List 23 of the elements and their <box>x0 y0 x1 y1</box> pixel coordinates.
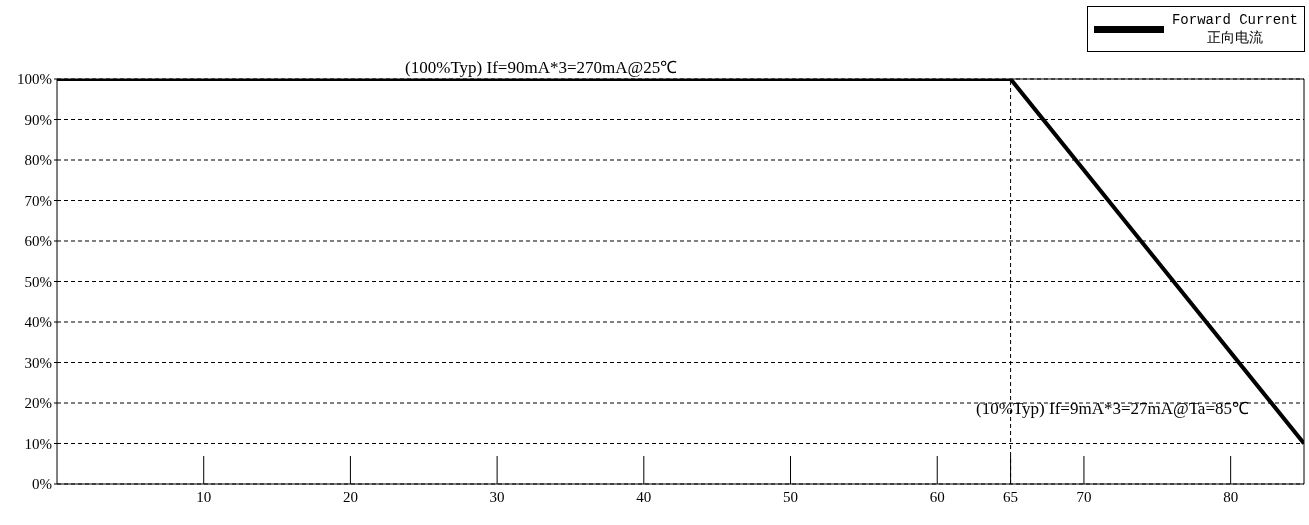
legend-label: Forward Current 正向电流 <box>1171 11 1298 47</box>
x-tick-label: 30 <box>489 489 505 505</box>
x-tick-label: 50 <box>783 489 799 505</box>
y-tick-label: 0% <box>32 476 52 493</box>
y-tick-label: 30% <box>24 354 52 371</box>
y-tick-label: 20% <box>24 395 52 412</box>
y-tick-label: 10% <box>24 435 52 452</box>
annotation: (100%Typ) If=90mA*3=270mA@25℃ <box>405 58 678 77</box>
x-tick-label: 65 <box>1003 489 1019 505</box>
x-tick-label: 70 <box>1076 489 1092 505</box>
x-tick-label: 60 <box>929 489 945 505</box>
y-tick-label: 100% <box>17 71 52 88</box>
y-tick-label: 90% <box>24 111 52 128</box>
y-tick-label: 70% <box>24 192 52 209</box>
annotation: (10%Typ) If=9mA*3=27mA@Ta=85℃ <box>976 396 1249 419</box>
x-tick-label: 20 <box>342 489 358 505</box>
x-tick-label: 80 <box>1223 489 1239 505</box>
y-tick-label: 80% <box>24 152 52 169</box>
y-tick-label: 60% <box>24 233 52 250</box>
x-tick-label: 10 <box>196 489 212 505</box>
y-tick-label: 40% <box>24 314 52 331</box>
x-tick-label: 40 <box>636 489 652 505</box>
y-tick-label: 50% <box>24 273 52 290</box>
